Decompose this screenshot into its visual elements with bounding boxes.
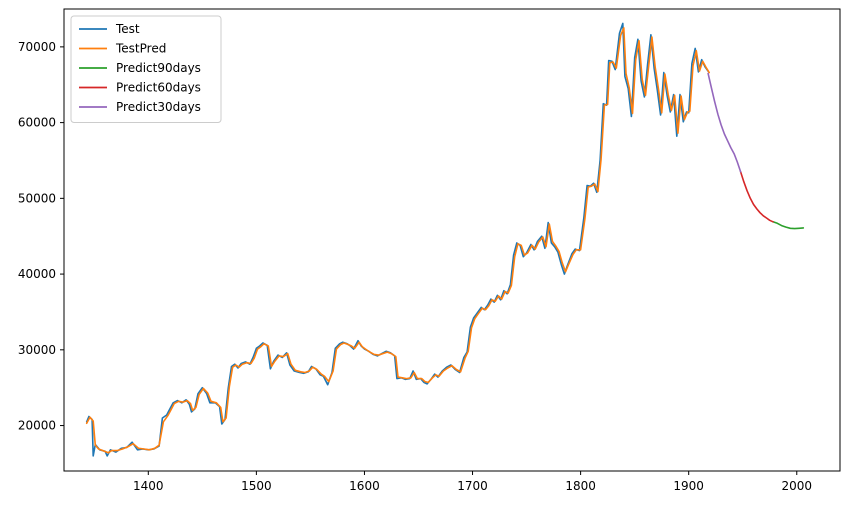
x-tick-label: 2000: [781, 479, 812, 493]
y-tick-label: 60000: [18, 116, 56, 130]
legend-label: Predict90days: [116, 61, 201, 75]
legend-box: [70, 15, 222, 123]
x-tick-label: 1900: [673, 479, 704, 493]
y-tick-label: 20000: [18, 419, 56, 433]
series-line-predict30days: [707, 72, 742, 173]
y-tick-label: 50000: [18, 191, 56, 205]
series-layer: [85, 22, 805, 457]
y-tick-label: 30000: [18, 343, 56, 357]
x-tick-label: 1500: [241, 479, 272, 493]
y-tick-label: 70000: [18, 40, 56, 54]
y-tick-label: 40000: [18, 267, 56, 281]
legend-label: Predict30days: [116, 100, 201, 114]
x-tick-label: 1700: [457, 479, 488, 493]
series-line-predict60days: [739, 171, 774, 223]
series-line-predict90days: [772, 221, 805, 230]
series-line-testpred: [85, 27, 710, 454]
x-tick-label: 1800: [565, 479, 596, 493]
legend: Test TestPred Predict90days Predict60days Pr…: [70, 15, 222, 123]
legend-label: TestPred: [115, 42, 166, 56]
legend-label: Predict60days: [116, 81, 201, 95]
plot-frame: [63, 8, 841, 472]
x-tick-label: 1600: [349, 479, 380, 493]
axes-layer: 1400 1500 1600 1700 1800 1900 2000 20000 30000 40…: [18, 40, 812, 493]
legend-label: Test: [115, 22, 140, 36]
x-tick-label: 1400: [133, 479, 164, 493]
